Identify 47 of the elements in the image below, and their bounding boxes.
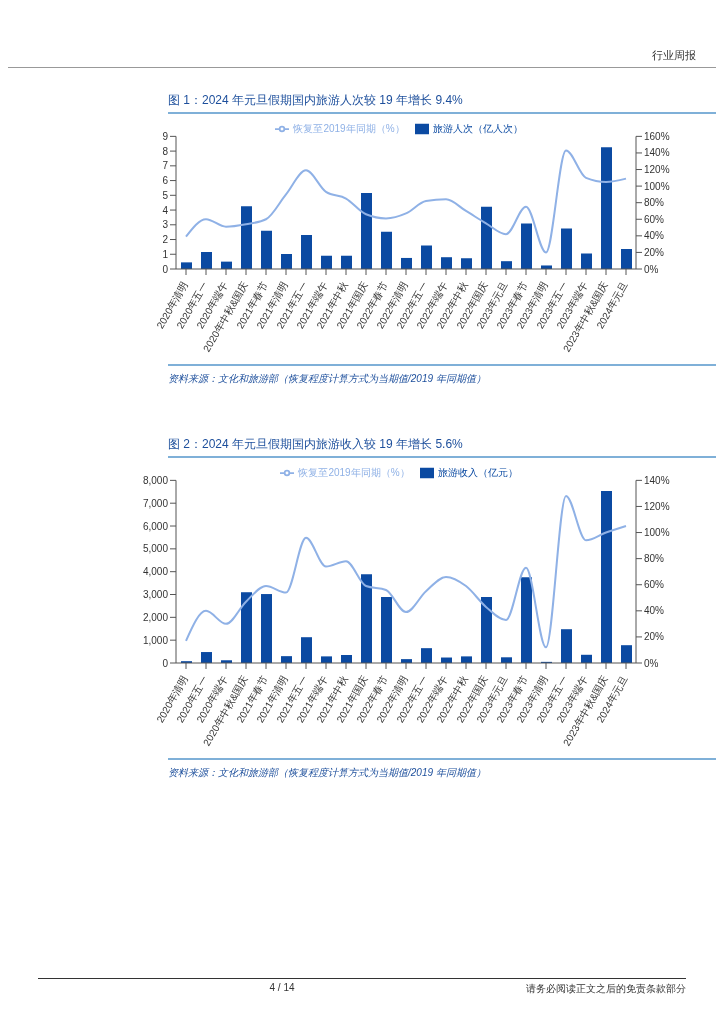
y2-tick-label: 80% — [644, 553, 665, 565]
y-tick-label: 1 — [162, 248, 169, 260]
y-tick-label: 9 — [162, 130, 169, 142]
y2-tick-label: 100% — [644, 527, 670, 539]
y-tick-label: 4 — [162, 204, 169, 216]
y-tick-label: 0 — [162, 263, 169, 275]
y-tick-label: 5,000 — [142, 543, 169, 555]
text: 资料来源：文化和旅游部（恢复程度计算方式为当期值/2019 年同期值） — [168, 758, 716, 786]
legend-label: 恢复至2019年同期（%） — [293, 123, 405, 134]
chart-title: 图 1：2024 年元旦假期国内旅游人次较 19 年增长 9.4% — [168, 88, 716, 114]
text: 4 / 14 — [269, 982, 295, 995]
y-tick-label: 5 — [162, 189, 169, 201]
y2-tick-label: 140% — [644, 147, 670, 159]
y2-tick-label: 100% — [644, 180, 670, 192]
text: 资料来源：文化和旅游部（恢复程度计算方式为当期值/2019 年同期值） — [168, 364, 716, 392]
y-tick-label: 4,000 — [142, 566, 169, 578]
legend-label: 恢复至2019年同期（%） — [298, 467, 410, 478]
legend-label: 旅游人次（亿人次） — [432, 123, 523, 134]
y-tick-label: 3,000 — [142, 589, 169, 601]
chart-title: 图 2：2024 年元旦假期国内旅游收入较 19 年增长 5.6% — [168, 432, 716, 458]
y2-tick-label: 20% — [644, 631, 665, 643]
y-tick-label: 7 — [162, 160, 169, 172]
y2-tick-label: 60% — [644, 213, 665, 225]
text: 行业周报 — [8, 8, 716, 68]
y-tick-label: 3 — [162, 219, 169, 231]
y-tick-label: 8,000 — [142, 474, 169, 486]
y2-tick-label: 140% — [644, 474, 670, 486]
y-tick-label: 6 — [162, 175, 169, 187]
y2-tick-label: 60% — [644, 579, 665, 591]
y2-tick-label: 120% — [644, 164, 670, 176]
y-tick-label: 1,000 — [142, 634, 169, 646]
y2-tick-label: 160% — [644, 130, 670, 142]
y-tick-label: 8 — [162, 145, 169, 157]
y2-tick-label: 120% — [644, 501, 670, 512]
y-tick-label: 2,000 — [142, 611, 169, 623]
y2-tick-label: 40% — [644, 605, 665, 617]
y2-tick-label: 40% — [644, 230, 665, 242]
y2-tick-label: 0% — [644, 657, 659, 669]
text: 请务必阅读正文之后的免责条款部分 — [526, 982, 686, 996]
y-tick-label: 2 — [162, 234, 169, 246]
y2-tick-label: 20% — [644, 246, 665, 258]
y2-tick-label: 80% — [644, 197, 665, 209]
legend-label: 旅游收入（亿元） — [437, 467, 518, 478]
y-tick-label: 0 — [162, 657, 169, 669]
y-tick-label: 7,000 — [142, 497, 169, 509]
y2-tick-label: 0% — [644, 263, 659, 275]
y-tick-label: 6,000 — [142, 520, 169, 532]
